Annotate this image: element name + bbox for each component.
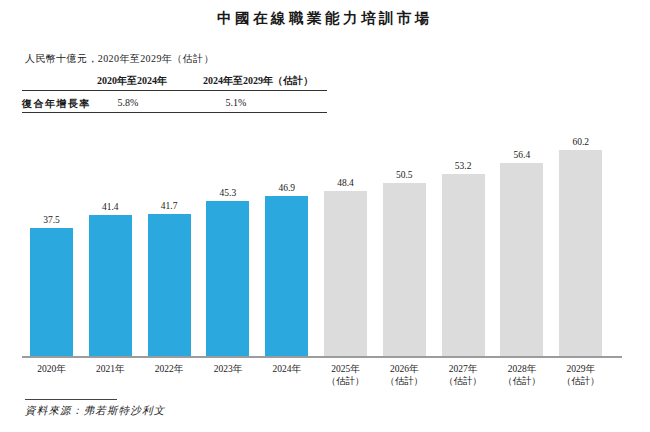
chart-title: 中國在線職業能力培訓市場	[0, 9, 650, 28]
bar-fill-estimated	[500, 163, 543, 357]
bar-fill-historical	[89, 215, 132, 357]
source-divider-rule	[25, 399, 117, 400]
cagr-column-header-2024-2029: 2024年至2029年（估計）	[178, 74, 338, 88]
bar-value-label: 50.5	[365, 170, 444, 180]
bar-fill-estimated	[559, 150, 602, 357]
bar-fill-historical	[30, 228, 73, 357]
bar-value-label: 56.4	[482, 150, 561, 160]
bar-2025年: 48.4	[324, 191, 367, 357]
bar-2022年: 41.7	[148, 214, 191, 357]
chart-subtitle: 人民幣十億元，2020年至2029年（估計）	[25, 52, 214, 66]
x-axis-label-2029年: 2029年（估計）	[541, 363, 621, 387]
bar-2024年: 46.9	[265, 196, 308, 357]
bar-fill-historical	[265, 196, 308, 357]
bar-fill-historical	[206, 201, 249, 357]
bar-value-label: 37.5	[12, 215, 91, 225]
cagr-value-2024-2029: 5.1%	[196, 97, 276, 108]
bar-2020年: 37.5	[30, 228, 73, 357]
bar-2021年: 41.4	[89, 215, 132, 357]
bar-fill-estimated	[324, 191, 367, 357]
bar-2029年: 60.2	[559, 150, 602, 357]
x-axis-line	[22, 356, 622, 358]
bar-fill-historical	[148, 214, 191, 357]
cagr-table-bottom-rule	[22, 112, 327, 113]
bar-2027年: 53.2	[442, 174, 485, 357]
cagr-table-top-rule	[22, 90, 327, 91]
bar-value-label: 53.2	[424, 161, 503, 171]
bar-fill-estimated	[383, 183, 426, 357]
source-note: 資料來源：弗若斯特沙利文	[25, 404, 165, 418]
cagr-value-2020-2024: 5.8%	[88, 97, 168, 108]
bar-value-label: 60.2	[541, 137, 620, 147]
cagr-row-label: 復合年增長率	[22, 97, 91, 111]
bar-fill-estimated	[442, 174, 485, 357]
plot-area: 37.541.441.745.346.948.450.553.256.460.2	[30, 144, 620, 357]
chart-figure-page: 中國在線職業能力培訓市場 人民幣十億元，2020年至2029年（估計） 2020…	[0, 0, 650, 432]
bar-2028年: 56.4	[500, 163, 543, 357]
bar-value-label: 41.7	[130, 201, 209, 211]
bar-2026年: 50.5	[383, 183, 426, 357]
x-axis-labels: 2020年2021年2022年2023年2024年2025年（估計）2026年（…	[30, 363, 630, 391]
bar-2023年: 45.3	[206, 201, 249, 357]
